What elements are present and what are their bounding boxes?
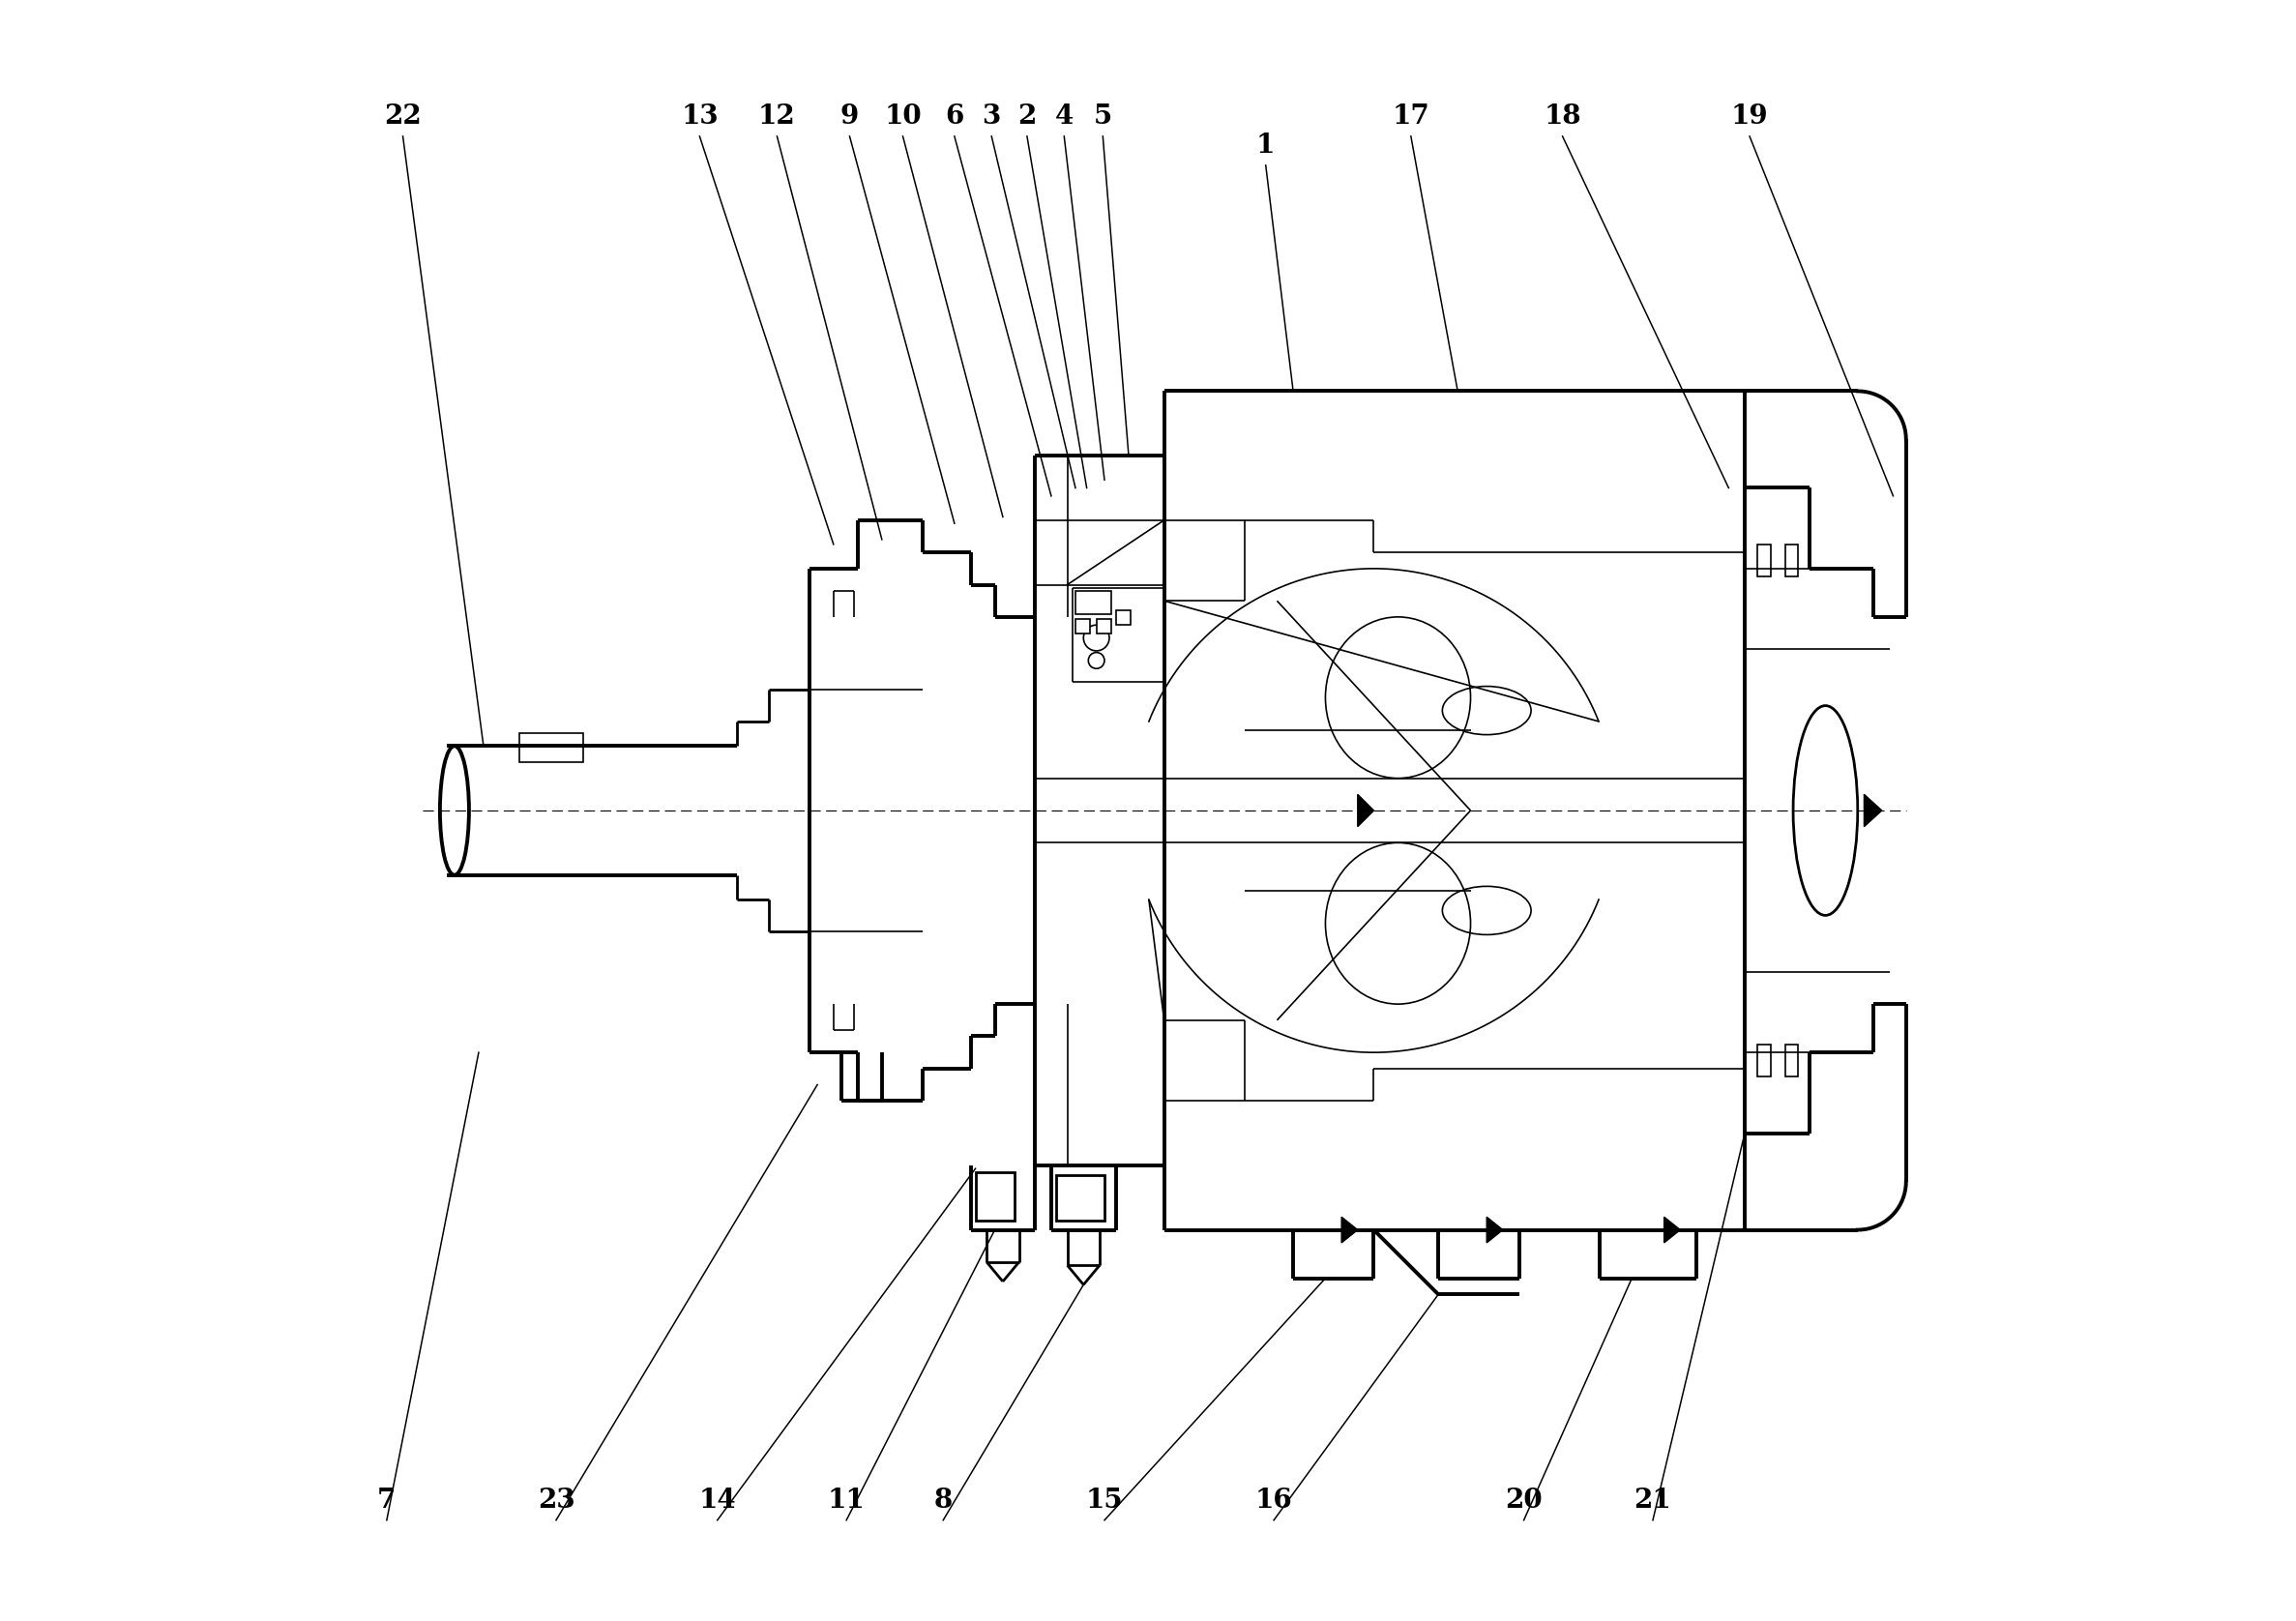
Text: 10: 10 (884, 104, 921, 130)
Text: 4: 4 (1054, 104, 1075, 130)
Bar (1784, 545, 1798, 577)
Text: 23: 23 (537, 1488, 574, 1514)
Bar (1056, 1175, 1104, 1221)
Bar (519, 733, 583, 762)
Text: 7: 7 (377, 1488, 397, 1514)
Text: 6: 6 (946, 104, 964, 130)
Text: 1: 1 (1256, 133, 1274, 159)
Bar (1116, 611, 1130, 626)
Text: 22: 22 (383, 104, 422, 130)
Text: 13: 13 (682, 104, 719, 130)
Bar (1759, 545, 1770, 577)
Polygon shape (1357, 794, 1373, 827)
Polygon shape (1488, 1217, 1504, 1243)
Text: 19: 19 (1731, 104, 1768, 130)
Bar (1759, 1044, 1770, 1076)
Polygon shape (1665, 1217, 1681, 1243)
Polygon shape (1864, 794, 1883, 827)
Text: 9: 9 (840, 104, 859, 130)
Text: 11: 11 (827, 1488, 866, 1514)
Text: 17: 17 (1391, 104, 1430, 130)
Text: 18: 18 (1543, 104, 1582, 130)
Text: 21: 21 (1635, 1488, 1671, 1514)
Text: 12: 12 (758, 104, 797, 130)
Text: 14: 14 (698, 1488, 737, 1514)
Text: 2: 2 (1017, 104, 1035, 130)
Bar (1075, 592, 1111, 614)
Bar (1097, 619, 1111, 634)
Bar (976, 1172, 1015, 1221)
Text: 5: 5 (1093, 104, 1111, 130)
Text: 16: 16 (1256, 1488, 1293, 1514)
Text: 8: 8 (934, 1488, 953, 1514)
Bar (1075, 619, 1091, 634)
Text: 15: 15 (1086, 1488, 1123, 1514)
Text: 3: 3 (983, 104, 1001, 130)
Polygon shape (1341, 1217, 1357, 1243)
Bar (1784, 1044, 1798, 1076)
Text: 20: 20 (1506, 1488, 1543, 1514)
